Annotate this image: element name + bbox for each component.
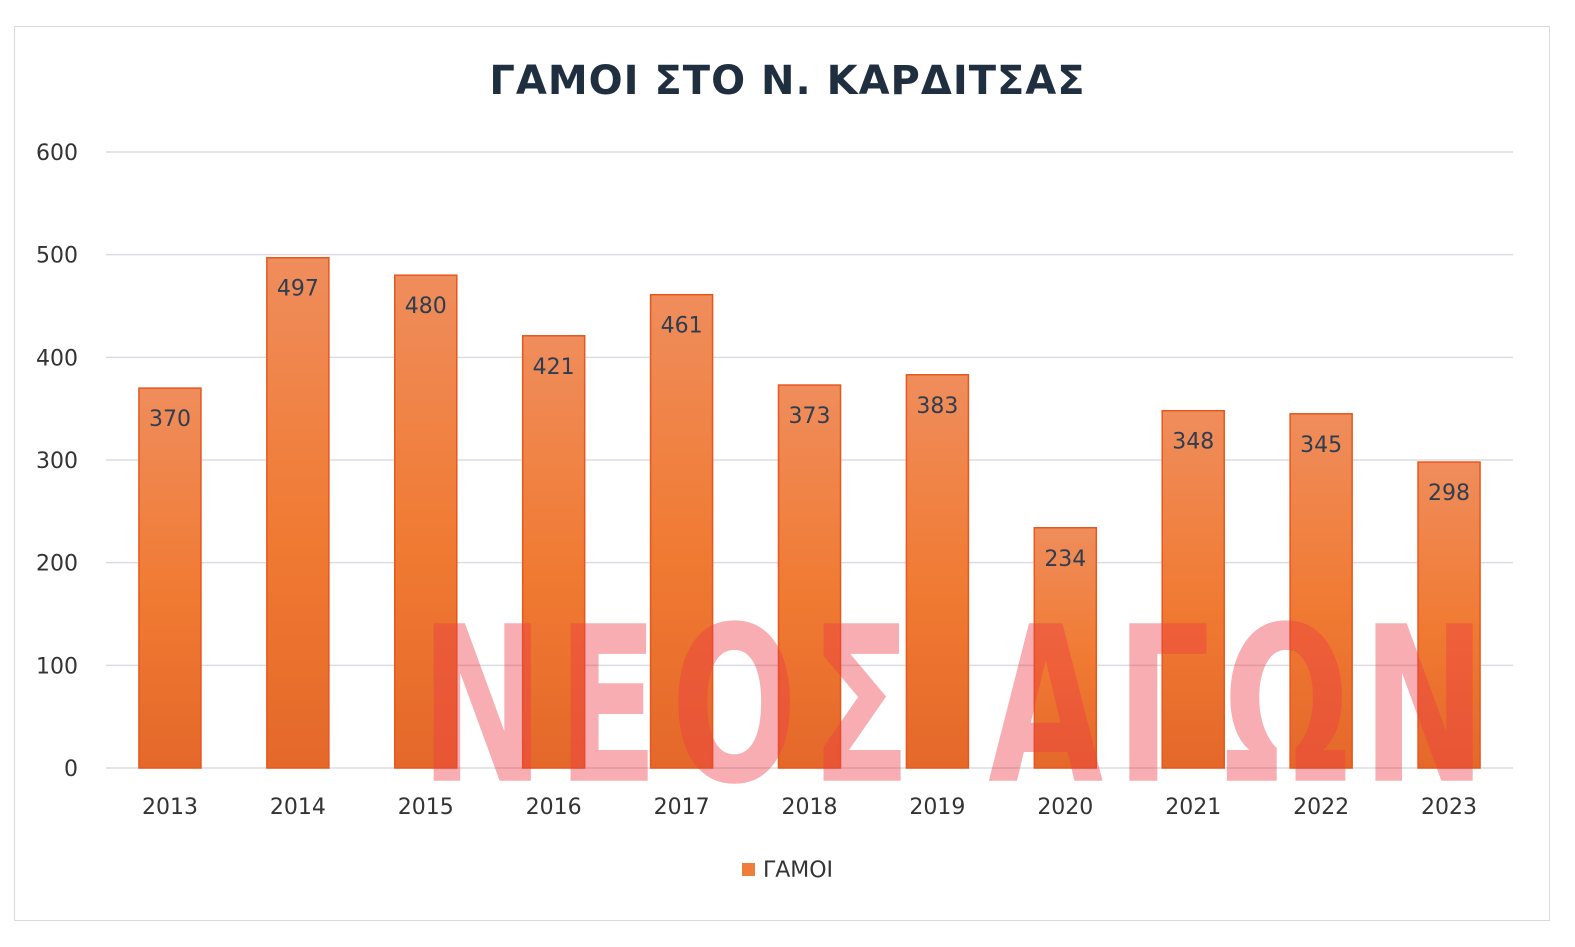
- legend-label: ΓΑΜΟΙ: [762, 858, 834, 883]
- y-tick-label: 500: [36, 244, 78, 269]
- x-tick-label: 2018: [782, 795, 838, 820]
- x-tick-label: 2020: [1037, 795, 1093, 820]
- data-label: 421: [533, 355, 575, 380]
- data-label: 461: [661, 314, 703, 339]
- x-tick-label: 2022: [1293, 795, 1349, 820]
- bar-2016: [521, 335, 586, 769]
- bar-2015: [394, 274, 458, 769]
- x-tick-label: 2019: [909, 795, 965, 820]
- data-label: 383: [916, 394, 958, 419]
- bar-2013: [138, 387, 202, 769]
- x-tick-label: 2016: [526, 795, 582, 820]
- y-tick-label: 300: [36, 449, 78, 474]
- bar-2019: [905, 374, 970, 769]
- x-tick-label: 2023: [1421, 795, 1477, 820]
- x-tick-label: 2015: [398, 795, 454, 820]
- data-label: 234: [1044, 547, 1086, 572]
- x-tick-label: 2021: [1165, 795, 1221, 820]
- bar-2021: [1161, 409, 1225, 769]
- data-label: 298: [1428, 481, 1470, 506]
- y-tick-label: 600: [36, 141, 78, 166]
- data-label: 480: [405, 294, 447, 319]
- chart-title: ΓΑΜΟΙ ΣΤΟ Ν. ΚΑΡΔΙΤΣΑΣ: [489, 58, 1086, 104]
- x-tick-label: 2013: [142, 795, 198, 820]
- bar-2018: [777, 384, 842, 769]
- x-tick-label: 2017: [654, 795, 710, 820]
- bar-2017: [649, 293, 714, 769]
- y-tick-label: 400: [36, 346, 78, 371]
- bar-2020: [1033, 527, 1098, 769]
- bar-2014: [266, 256, 330, 769]
- legend: ΓΑΜΟΙ: [0, 858, 1575, 883]
- data-label: 373: [789, 404, 831, 429]
- chart-frame: [14, 26, 1550, 921]
- data-label: 497: [277, 277, 319, 302]
- legend-swatch: [741, 863, 755, 876]
- bar-2023: [1417, 461, 1481, 769]
- data-label: 370: [149, 407, 191, 432]
- bar-2022: [1289, 413, 1353, 769]
- data-label: 348: [1172, 430, 1214, 455]
- y-tick-label: 100: [36, 654, 78, 679]
- data-label: 345: [1300, 433, 1342, 458]
- y-tick-label: 200: [36, 552, 78, 577]
- x-tick-label: 2014: [270, 795, 326, 820]
- y-tick-label: 0: [64, 757, 78, 782]
